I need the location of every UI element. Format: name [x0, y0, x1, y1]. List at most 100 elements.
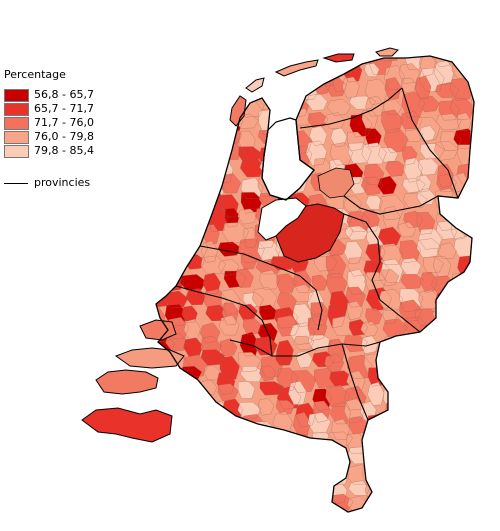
municipality-area	[166, 114, 182, 132]
municipality-area	[170, 444, 194, 465]
municipality-border	[156, 113, 173, 139]
municipality-border	[472, 354, 474, 379]
municipality-area	[332, 315, 356, 336]
municipality-border	[419, 271, 438, 293]
municipality-area	[181, 162, 201, 182]
municipality-border	[400, 274, 424, 289]
municipality-border	[240, 451, 263, 470]
municipality-border	[156, 177, 168, 195]
municipality-border	[289, 492, 314, 511]
municipality-border	[201, 240, 218, 263]
municipality-area	[156, 508, 169, 512]
municipality-area	[168, 92, 194, 115]
municipality-border	[436, 339, 465, 359]
municipality-border	[251, 286, 278, 310]
municipality-area	[472, 77, 474, 103]
municipality-area	[204, 75, 228, 97]
zeeland-walcheren	[95, 369, 159, 395]
municipality-area	[439, 510, 465, 512]
municipality-border	[289, 322, 316, 346]
municipality-area	[382, 350, 402, 365]
municipality-border	[188, 210, 206, 237]
municipality-area	[181, 129, 203, 149]
municipality-area	[222, 451, 243, 477]
municipality-border	[221, 496, 245, 512]
municipality-area	[476, 51, 500, 76]
municipality-area	[164, 252, 186, 277]
municipality-border	[276, 479, 301, 501]
municipality-border	[169, 78, 189, 101]
municipality-border	[365, 429, 392, 447]
municipality-area	[378, 269, 399, 286]
legend-label: 79,8 - 85,4	[34, 144, 94, 157]
legend-item: 65,7 - 71,7	[4, 102, 124, 116]
municipality-border	[222, 451, 243, 477]
municipality-border	[399, 239, 422, 263]
municipality-border	[377, 450, 404, 470]
municipality-area	[259, 270, 280, 290]
municipality-area	[473, 460, 474, 479]
municipality-area	[252, 287, 278, 310]
municipality-area	[180, 436, 199, 459]
municipality-border	[403, 157, 423, 183]
municipality-border	[360, 176, 384, 196]
municipality-border	[312, 400, 331, 423]
municipality-border	[416, 188, 436, 206]
municipality-border	[361, 142, 387, 165]
municipality-border	[161, 497, 180, 512]
municipality-border	[414, 75, 432, 100]
municipality-border	[401, 91, 425, 118]
municipality-border	[383, 128, 409, 153]
municipality-area	[156, 210, 169, 231]
municipality-area	[342, 76, 360, 99]
municipality-border	[311, 274, 328, 291]
municipality-border	[414, 352, 441, 375]
municipality-border	[259, 460, 280, 478]
municipality-border	[329, 401, 352, 425]
municipality-border	[435, 463, 453, 480]
municipality-area	[450, 465, 472, 485]
municipality-area	[294, 508, 320, 512]
vlieland-island	[245, 77, 265, 93]
municipality-area	[273, 96, 294, 111]
municipality-area	[307, 112, 329, 128]
municipality-area	[396, 337, 417, 358]
municipality-area	[204, 481, 228, 499]
municipality-area	[473, 396, 474, 422]
municipality-border	[186, 82, 204, 101]
municipality-border	[170, 443, 195, 465]
municipality-area	[472, 176, 474, 201]
municipality-border	[221, 194, 239, 218]
municipality-area	[156, 161, 172, 184]
municipality-border	[368, 56, 393, 76]
municipality-border	[360, 321, 379, 337]
municipality-area	[414, 385, 434, 400]
municipality-border	[366, 225, 387, 250]
municipality-border	[180, 128, 203, 149]
municipality-area	[348, 416, 368, 435]
municipality-border	[275, 400, 295, 415]
municipality-area	[201, 467, 219, 485]
municipality-area	[181, 516, 200, 531]
municipality-border	[237, 401, 262, 420]
municipality-area	[329, 446, 345, 469]
municipality-area	[450, 98, 474, 120]
municipality-border	[365, 128, 382, 148]
municipality-patches	[156, 51, 500, 531]
municipality-border	[341, 76, 360, 99]
municipality-area	[347, 301, 363, 320]
municipality-border	[257, 510, 277, 512]
municipality-border	[257, 322, 278, 343]
municipality-border	[458, 446, 474, 469]
municipality-border	[401, 511, 428, 512]
municipality-area	[399, 348, 421, 369]
municipality-border	[219, 434, 236, 458]
municipality-area	[241, 451, 262, 470]
municipality-area	[470, 211, 474, 235]
municipality-area	[469, 332, 474, 354]
municipality-border	[240, 56, 257, 70]
municipality-border	[200, 156, 219, 175]
municipality-border	[240, 500, 259, 512]
municipality-area	[400, 274, 424, 289]
municipality-border	[156, 270, 171, 288]
